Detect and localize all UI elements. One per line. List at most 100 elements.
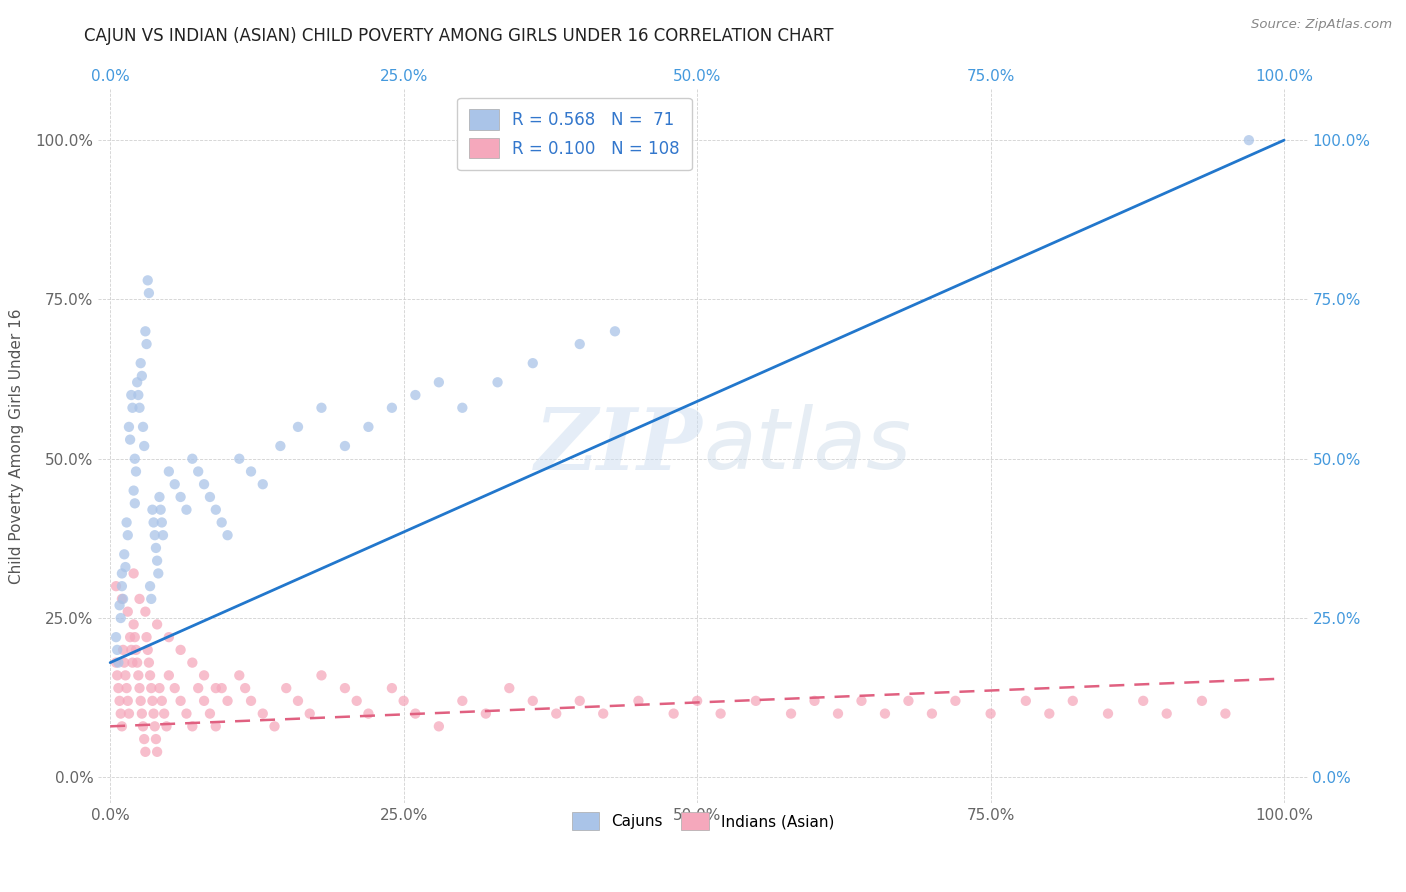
Point [111, 566, 134, 581]
Point [122, 566, 145, 581]
Point [169, 490, 191, 504]
Point [228, 668, 250, 682]
Point [128, 591, 150, 606]
Point [111, 591, 134, 606]
Legend: Cajuns, Indians (Asian): Cajuns, Indians (Asian) [564, 804, 842, 838]
Point [198, 706, 221, 721]
Text: atlas: atlas [703, 404, 911, 488]
Point [138, 656, 160, 670]
Point [127, 376, 149, 390]
Point [1062, 694, 1084, 708]
Point [118, 706, 141, 721]
Point [110, 611, 132, 625]
Point [143, 719, 166, 733]
Point [139, 579, 162, 593]
Point [120, 630, 142, 644]
Point [121, 656, 143, 670]
Point [311, 668, 333, 682]
Point [873, 706, 896, 721]
Y-axis label: Child Poverty Among Girls Under 16: Child Poverty Among Girls Under 16 [10, 309, 24, 583]
Point [780, 706, 803, 721]
Point [333, 439, 356, 453]
Point [115, 516, 138, 530]
Point [136, 273, 159, 287]
Point [897, 694, 920, 708]
Point [252, 477, 274, 491]
Point [112, 547, 135, 561]
Point [111, 719, 134, 733]
Point [451, 694, 474, 708]
Point [132, 420, 155, 434]
Point [120, 388, 142, 402]
Point [127, 388, 149, 402]
Point [132, 719, 155, 733]
Point [149, 502, 172, 516]
Point [392, 694, 415, 708]
Point [921, 706, 943, 721]
Point [204, 502, 226, 516]
Point [357, 706, 380, 721]
Point [114, 668, 136, 682]
Point [131, 368, 153, 383]
Point [157, 668, 180, 682]
Point [134, 745, 156, 759]
Point [381, 401, 404, 415]
Point [803, 694, 825, 708]
Point [146, 617, 169, 632]
Point [204, 681, 226, 695]
Point [148, 490, 170, 504]
Point [138, 286, 160, 301]
Point [603, 324, 626, 338]
Point [150, 516, 173, 530]
Point [827, 706, 849, 721]
Point [498, 681, 520, 695]
Point [129, 694, 152, 708]
Point [1097, 706, 1119, 721]
Point [311, 401, 333, 415]
Point [134, 439, 156, 453]
Point [131, 706, 153, 721]
Point [124, 630, 146, 644]
Point [276, 681, 298, 695]
Point [181, 656, 204, 670]
Point [125, 465, 148, 479]
Point [522, 356, 544, 370]
Point [124, 451, 146, 466]
Point [115, 681, 138, 695]
Point [108, 599, 131, 613]
Point [134, 324, 156, 338]
Point [945, 694, 967, 708]
Point [211, 516, 233, 530]
Point [233, 681, 256, 695]
Point [152, 528, 174, 542]
Point [141, 681, 163, 695]
Point [851, 694, 873, 708]
Point [135, 337, 157, 351]
Point [128, 681, 150, 695]
Point [148, 681, 170, 695]
Point [1038, 706, 1060, 721]
Point [287, 420, 309, 434]
Point [1237, 133, 1260, 147]
Point [176, 706, 198, 721]
Point [627, 694, 650, 708]
Point [134, 605, 156, 619]
Point [252, 706, 274, 721]
Point [217, 528, 239, 542]
Point [105, 656, 128, 670]
Point [120, 643, 142, 657]
Point [157, 465, 180, 479]
Point [204, 719, 226, 733]
Point [127, 668, 149, 682]
Point [240, 694, 263, 708]
Point [662, 706, 685, 721]
Point [486, 376, 509, 390]
Point [112, 643, 135, 657]
Point [745, 694, 768, 708]
Point [427, 719, 450, 733]
Text: CAJUN VS INDIAN (ASIAN) CHILD POVERTY AMONG GIRLS UNDER 16 CORRELATION CHART: CAJUN VS INDIAN (ASIAN) CHILD POVERTY AM… [84, 27, 834, 45]
Point [163, 477, 186, 491]
Point [263, 719, 285, 733]
Point [381, 681, 404, 695]
Point [287, 694, 309, 708]
